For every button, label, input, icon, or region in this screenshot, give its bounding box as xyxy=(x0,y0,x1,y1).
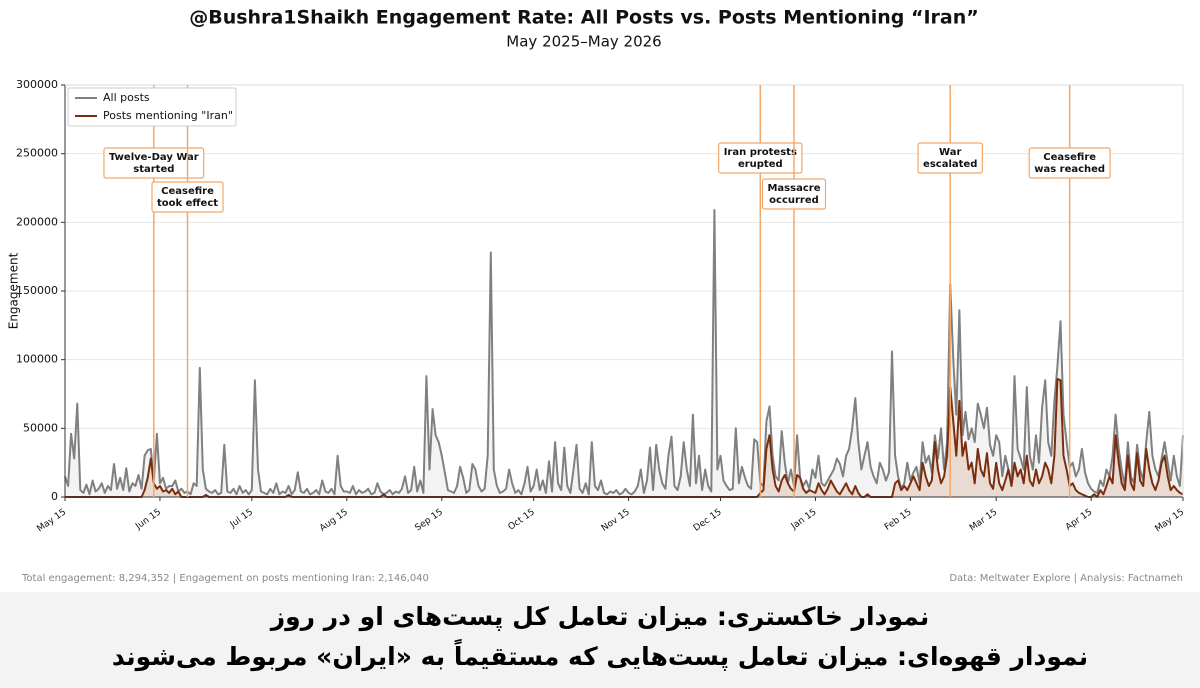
footer-right: Data: Meltwater Explore | Analysis: Fact… xyxy=(949,573,1183,584)
annotation-box xyxy=(718,142,803,174)
caption-line: نمودار قهوه‌ای: میزان تعامل پست‌هایی که … xyxy=(111,642,1089,671)
x-tick-label: Jan 15 xyxy=(789,507,819,532)
annotation-box xyxy=(761,178,827,210)
annotation-text: War xyxy=(939,147,961,158)
x-tick-label: Aug 15 xyxy=(318,507,350,533)
x-tick-label: Sep 15 xyxy=(414,507,445,533)
y-tick-label: 100000 xyxy=(16,353,58,366)
annotation-box xyxy=(151,181,224,213)
annotation-text: occurred xyxy=(769,195,819,206)
x-tick-label: Dec 15 xyxy=(692,507,724,533)
annotation-text: Massacre xyxy=(767,183,820,194)
chart-title: @Bushra1Shaikh Engagement Rate: All Post… xyxy=(189,7,979,29)
legend-box xyxy=(67,87,237,127)
legend-label: Posts mentioning "Iran" xyxy=(103,109,233,122)
y-tick-label: 200000 xyxy=(16,215,58,228)
legend: All posts Posts mentioning "Iran" xyxy=(67,87,237,127)
x-tick-label: Jul 15 xyxy=(228,507,255,530)
x-tick-label: Oct 15 xyxy=(507,507,537,532)
y-tick-label: 250000 xyxy=(16,147,58,160)
x-tick-label: Nov 15 xyxy=(600,507,632,533)
annotation-text: was reached xyxy=(1034,164,1105,175)
footer-left: Total engagement: 8,294,352 | Engagement… xyxy=(21,573,429,584)
line xyxy=(64,209,1184,496)
annotation-box xyxy=(103,147,205,179)
y-tick-label: 50000 xyxy=(23,421,58,434)
area xyxy=(65,210,1183,497)
x-tick-label: Apr 15 xyxy=(1064,507,1094,532)
x-tick-label: Mar 15 xyxy=(968,507,999,533)
y-tick-label: 300000 xyxy=(16,78,58,91)
annotation-box xyxy=(1028,147,1111,179)
annotation-text: escalated xyxy=(923,159,977,170)
y-tick-label: 150000 xyxy=(16,284,58,297)
chart: @Bushra1Shaikh Engagement Rate: All Post… xyxy=(7,7,1187,585)
x-tick-label: Feb 15 xyxy=(883,507,914,533)
legend-label: All posts xyxy=(103,91,150,104)
annotation-text: started xyxy=(133,164,174,175)
annotation-text: Ceasefire xyxy=(161,186,214,197)
annotation-text: erupted xyxy=(738,159,783,170)
y-axis-label: Engagement xyxy=(7,252,21,329)
annotation-text: Iran protests xyxy=(724,147,797,158)
annotation-text: Twelve-Day War xyxy=(109,152,199,163)
annotation-box xyxy=(917,142,983,174)
chart-subtitle: May 2025–May 2026 xyxy=(506,33,661,51)
x-tick-label: Jun 15 xyxy=(133,507,163,532)
y-tick-label: 0 xyxy=(51,490,58,503)
annotation-text: took effect xyxy=(157,198,218,209)
caption: نمودار خاکستری: میزان تعامل کل پست‌های ا… xyxy=(0,592,1200,688)
caption-line: نمودار خاکستری: میزان تعامل کل پست‌های ا… xyxy=(270,602,930,631)
annotation-text: Ceasefire xyxy=(1043,152,1096,163)
x-tick-label: May 15 xyxy=(1153,507,1186,534)
x-tick-label: May 15 xyxy=(35,507,68,534)
